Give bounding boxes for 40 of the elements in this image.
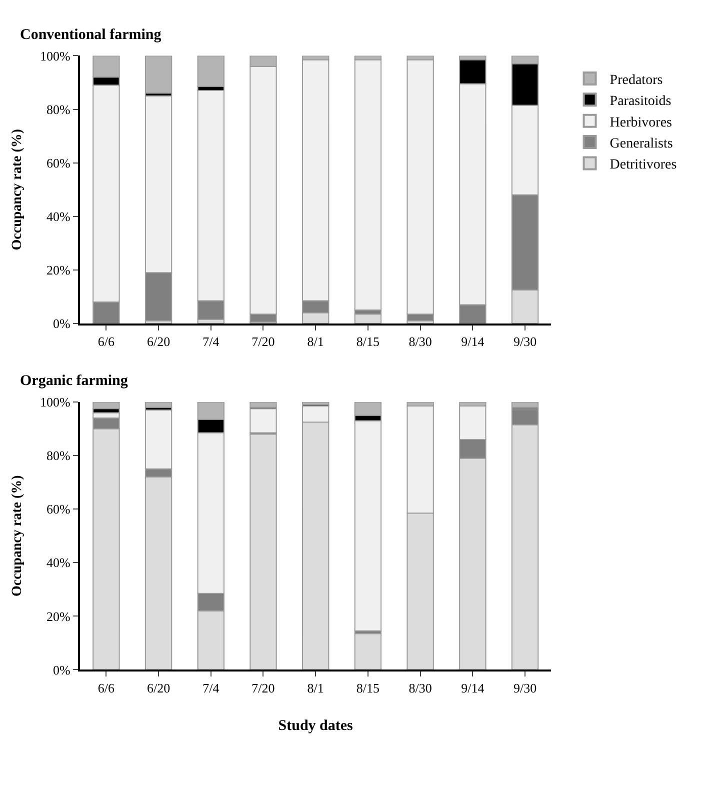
y-tick-label: 0%	[53, 662, 71, 678]
x-tick-label: 8/1	[307, 334, 324, 350]
x-tick-label: 8/30	[408, 680, 432, 696]
x-axis-title: Study dates	[278, 718, 354, 734]
y-tick-label: 40%	[46, 208, 71, 224]
x-tick-label: 8/1	[307, 680, 324, 696]
legend-label: Generalists	[610, 136, 673, 152]
chart-title: Conventional farming	[20, 27, 162, 43]
legend-label: Parasitoids	[610, 94, 672, 110]
x-tick-label: 7/20	[252, 334, 275, 350]
x-tick-label: 9/30	[513, 680, 537, 696]
y-tick-label: 40%	[46, 555, 71, 570]
x-tick-label: 6/6	[98, 334, 115, 350]
x-tick-label: 6/20	[146, 680, 170, 696]
y-axis-title: Occupancy rate (%)	[10, 128, 26, 250]
x-tick-label: 7/4	[202, 680, 220, 696]
y-tick-label: 80%	[46, 102, 71, 117]
y-tick-label: 20%	[46, 262, 71, 278]
y-tick-label: 80%	[46, 448, 71, 464]
y-tick-label: 100%	[40, 48, 71, 64]
x-tick-label: 7/4	[202, 334, 220, 350]
legend-label: Predators	[610, 72, 663, 88]
x-tick-label: 9/14	[461, 334, 485, 350]
y-tick-label: 100%	[40, 394, 71, 410]
x-tick-label: 9/30	[513, 334, 537, 350]
x-tick-label: 7/20	[252, 680, 275, 696]
y-tick-label: 60%	[46, 502, 71, 517]
y-tick-label: 60%	[46, 155, 71, 170]
y-tick-label: 0%	[53, 316, 71, 331]
x-tick-label: 8/15	[356, 680, 380, 696]
chart-title: Organic farming	[20, 373, 128, 389]
legend-label: Herbivores	[610, 115, 672, 130]
x-tick-label: 8/30	[408, 334, 432, 350]
legend-label: Detritivores	[610, 158, 677, 173]
y-axis-title: Occupancy rate (%)	[10, 474, 26, 597]
x-tick-label: 8/15	[356, 334, 380, 350]
x-tick-label: 6/20	[146, 334, 170, 350]
x-tick-label: 6/6	[98, 680, 115, 696]
x-tick-label: 9/14	[461, 680, 485, 696]
y-tick-label: 20%	[46, 608, 71, 624]
